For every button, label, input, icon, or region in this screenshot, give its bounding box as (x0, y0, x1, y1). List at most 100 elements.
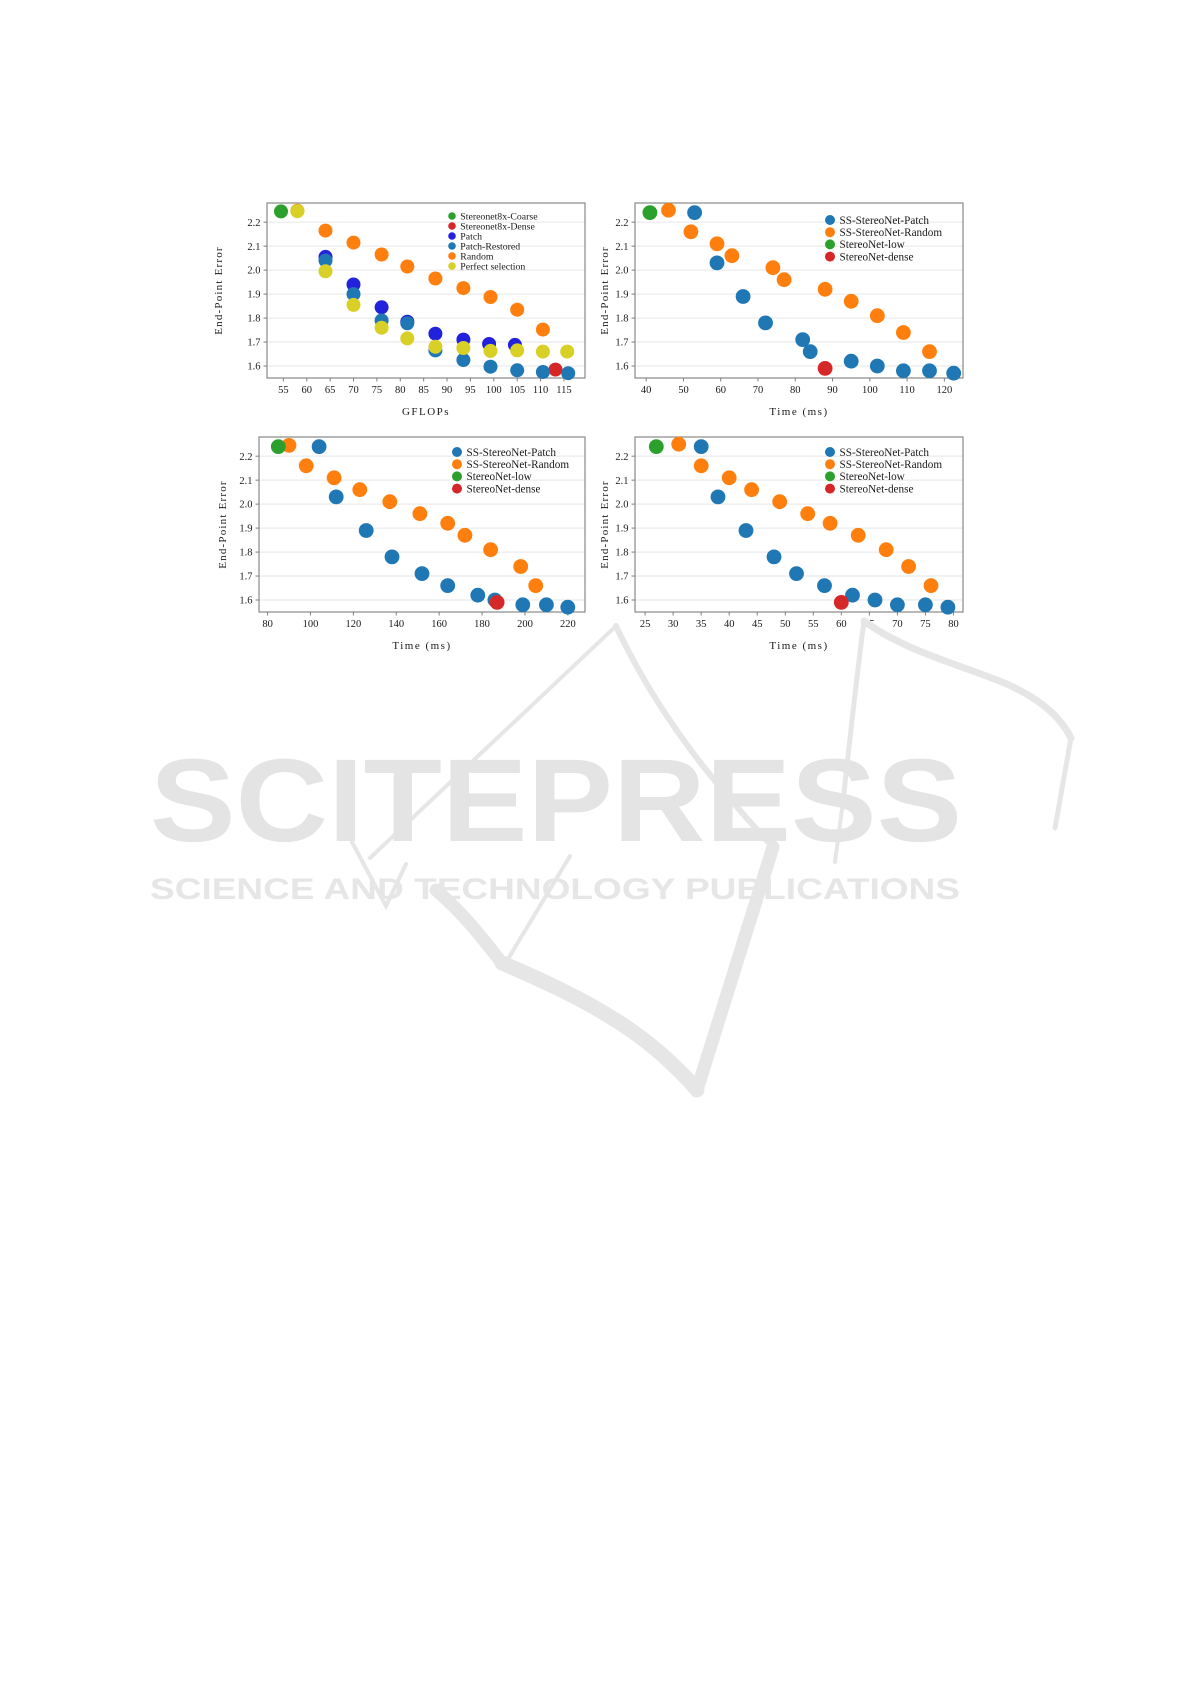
data-point (346, 287, 361, 302)
series-stereonet8x-dense (548, 362, 563, 377)
x-tick-label: 90 (442, 385, 453, 396)
data-point (869, 308, 885, 324)
legend-label: SS-StereoNet-Random (467, 459, 570, 471)
data-point (560, 344, 575, 359)
data-point (528, 578, 544, 593)
y-tick-label: 1.6 (239, 596, 252, 607)
data-point (483, 542, 498, 558)
data-point (758, 315, 773, 331)
watermark-subtitle: SCIENCE AND TECHNOLOGY PUBLICATIONS (150, 873, 960, 906)
data-point (744, 482, 759, 498)
legend-marker (452, 447, 462, 457)
x-tick-label: 50 (678, 385, 689, 396)
data-point (671, 436, 687, 452)
x-tick-label: 80 (262, 619, 273, 630)
x-tick-label: 80 (790, 385, 801, 396)
data-point (510, 363, 525, 378)
data-point (470, 587, 486, 603)
data-point (428, 271, 443, 286)
x-tick-label: 110 (533, 385, 548, 396)
data-point (489, 595, 505, 610)
data-point (513, 559, 529, 574)
y-tick-label: 2.1 (615, 242, 628, 253)
legend-label: Stereonet8x-Coarse (460, 211, 538, 222)
legend-label: StereoNet-low (840, 471, 906, 483)
y-axis-label: End-Point Error (213, 246, 225, 335)
series-ss-stereonet-random (671, 436, 939, 593)
data-point (766, 549, 782, 565)
series-stereonet-low (642, 205, 658, 220)
data-point (535, 365, 550, 379)
data-point (710, 489, 726, 505)
x-tick-label: 75 (372, 385, 383, 396)
data-point (789, 566, 804, 581)
series-perfect-selection (290, 204, 575, 359)
x-tick-label: 90 (827, 385, 838, 396)
legend-marker (825, 251, 835, 262)
publisher-watermark: SCITEPRESS SCIENCE AND TECHNOLOGY PUBLIC… (0, 600, 1191, 1160)
data-point (318, 253, 333, 268)
data-point (414, 566, 430, 581)
data-point (776, 272, 792, 288)
plot-frame (634, 202, 964, 379)
y-tick-label: 2.1 (239, 476, 252, 487)
x-tick-label: 95 (465, 385, 476, 396)
x-tick-label: 30 (668, 619, 679, 630)
x-tick-label: 55 (278, 385, 289, 396)
legend-label: StereoNet-low (840, 239, 906, 251)
data-point (483, 359, 498, 374)
y-tick-label: 1.6 (615, 596, 628, 607)
y-tick-label: 2.2 (615, 452, 628, 463)
data-point (290, 204, 305, 219)
x-tick-label: 100 (486, 385, 502, 396)
data-point (709, 236, 725, 252)
scatter-plot-top-left: 55 60 65 70 75 80 85 90 95 100 105 110 115 1.6 1.7 1.8 1… (213, 202, 586, 418)
data-point (709, 255, 725, 271)
data-point (440, 578, 456, 593)
data-point (721, 470, 737, 486)
x-tick-label: 115 (556, 385, 571, 396)
series-stereonet-low (270, 439, 286, 454)
legend-marker (452, 471, 462, 482)
legend-marker (825, 215, 835, 225)
data-point (800, 506, 816, 522)
y-axis-label: End-Point Error (217, 480, 229, 569)
y-tick-label: 1.8 (615, 548, 628, 559)
series-stereonet-dense (817, 361, 833, 376)
chart-gflops-scatter: 55 60 65 70 75 80 85 90 95 100 105 110 115 1.6 1.7 1.8 1… (170, 175, 610, 440)
data-point (817, 578, 832, 593)
y-tick-label: 1.9 (239, 524, 252, 535)
legend-marker (452, 459, 462, 470)
data-point (346, 277, 361, 292)
data-point (661, 202, 676, 218)
data-point (274, 204, 288, 219)
legend-marker (448, 242, 456, 250)
data-point (802, 344, 818, 359)
x-tick-label: 110 (899, 385, 914, 396)
x-tick-label: 70 (348, 385, 359, 396)
legend-label: SS-StereoNet-Patch (840, 215, 930, 227)
series-ss-stereonet-patch (311, 439, 576, 615)
x-tick-label: 160 (431, 619, 447, 630)
legend-marker (448, 232, 456, 240)
legend-marker (825, 447, 835, 457)
legend-marker (825, 239, 835, 250)
y-tick-label: 1.9 (247, 290, 260, 301)
data-point (456, 281, 471, 296)
y-tick-label: 2.2 (239, 452, 252, 463)
y-tick-label: 2.0 (239, 500, 252, 511)
data-point (561, 366, 576, 381)
data-point (896, 363, 911, 379)
y-tick-label: 1.9 (615, 524, 628, 535)
y-tick-label: 2.0 (615, 266, 628, 277)
y-tick-label: 1.8 (239, 548, 252, 559)
data-point (318, 223, 333, 238)
data-point (346, 235, 361, 250)
data-point (456, 341, 471, 355)
data-point (298, 458, 314, 474)
y-tick-label: 1.6 (615, 362, 628, 373)
data-point (693, 458, 709, 474)
data-point (817, 281, 833, 297)
series-ss-stereonet-patch (687, 205, 962, 381)
